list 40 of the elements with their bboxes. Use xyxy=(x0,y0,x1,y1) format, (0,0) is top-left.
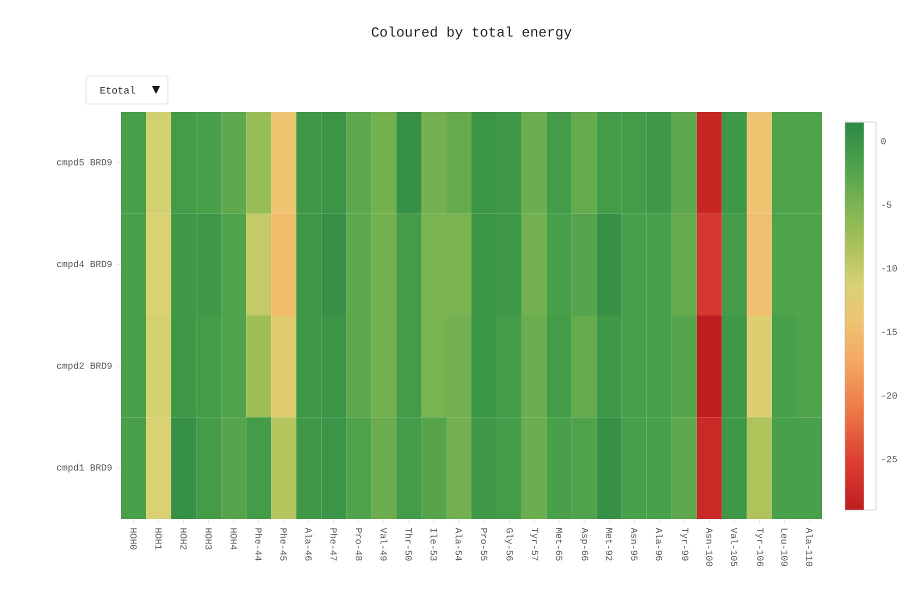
x-tick-label: Leu-109 xyxy=(781,528,788,566)
color-bar-label: -15 xyxy=(882,328,897,336)
text: Etotal xyxy=(100,86,135,94)
x-tick-label: Phe-45 xyxy=(280,528,288,561)
x-tick-label: Tyr-57 xyxy=(530,528,538,560)
x-tick-label: Thr-50 xyxy=(406,528,412,561)
color-bar-label: -10 xyxy=(882,265,897,272)
x-tick-label: Tyr-99 xyxy=(680,528,688,561)
x-tick-label: HOH0 xyxy=(130,528,137,550)
x-tick-label: Asn-100 xyxy=(706,528,712,566)
x-tick-label: HOH3 xyxy=(205,528,212,550)
color-bar-label: -25 xyxy=(882,456,897,462)
x-tick-label: Met-65 xyxy=(556,528,562,561)
x-tick-label: Ala-110 xyxy=(806,528,813,566)
x-tick-label: Ala-96 xyxy=(656,528,663,561)
x-tick-label: HOH4 xyxy=(230,528,237,550)
y-tick-label: cmpd2 BRD9 xyxy=(57,362,112,371)
color-bar-label: -20 xyxy=(882,392,897,399)
x-tick-label: Val-49 xyxy=(380,528,388,561)
chart-title: Coloured by total energy xyxy=(372,26,572,40)
y-tick-label: cmpd5 BRD9 xyxy=(57,158,112,168)
x-tick-label: HOH1 xyxy=(155,528,162,550)
x-tick-label: Tyr-106 xyxy=(755,528,764,566)
x-tick-label: Gly-56 xyxy=(504,528,514,561)
x-tick-label: Ile-53 xyxy=(430,528,438,561)
x-tick-label: Pro-55 xyxy=(480,528,488,561)
color-bar-label: -5 xyxy=(882,202,892,208)
x-tick-label: Met-92 xyxy=(606,528,612,561)
x-tick-label: Ala-54 xyxy=(456,528,462,561)
x-tick-label: Phe-44 xyxy=(255,528,262,561)
x-tick-label: Pro-48 xyxy=(356,528,362,561)
y-tick-label: cmpd4 BRD9 xyxy=(57,260,112,269)
x-tick-label: Phe-47 xyxy=(330,528,338,560)
y-tick-label: cmpd1 BRD9 xyxy=(57,464,112,472)
x-tick-label: Ala-46 xyxy=(305,528,312,561)
x-tick-label: Asn-95 xyxy=(631,528,638,561)
x-tick-label: Val-105 xyxy=(730,528,738,566)
x-tick-label: HOH2 xyxy=(180,528,187,550)
color-bar-label: 0 xyxy=(881,138,886,144)
x-tick-label: Asp-66 xyxy=(580,528,588,561)
